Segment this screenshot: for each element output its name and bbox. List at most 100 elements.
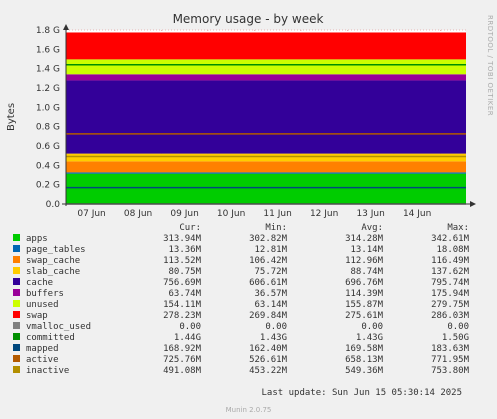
legend-min: 0.00 — [265, 322, 287, 332]
x-axis-arrow — [470, 201, 476, 207]
legend-name: committed — [26, 333, 75, 343]
legend-max: 1.50G — [441, 333, 469, 343]
legend-cur: 80.75M — [168, 267, 201, 277]
legend-swatch — [13, 256, 20, 263]
legend-avg: 88.74M — [350, 267, 383, 277]
legend-row-swap_cache: swap_cache 113.52M 106.42M 112.96M 116.49M — [0, 256, 497, 267]
area-page_tables — [66, 172, 466, 174]
legend-min: 106.42M — [249, 256, 287, 266]
legend-swatch — [13, 300, 20, 307]
y-tick-label: 1.4 G — [36, 65, 60, 75]
x-tick-label: 11 Jun — [263, 209, 291, 219]
last-update: Last update: Sun Jun 15 05:30:14 2025 — [261, 388, 462, 398]
legend-row-apps: apps 313.94M 302.82M 314.28M 342.61M — [0, 234, 497, 245]
legend-name: swap_cache — [26, 256, 81, 266]
area-cache — [66, 80, 466, 154]
legend-avg: 155.87M — [345, 300, 383, 310]
rrdtool-credit: RRDTOOL / TOBI OETIKER — [486, 15, 494, 116]
legend-swatch — [13, 234, 20, 241]
col-avg: Avg: — [361, 223, 383, 233]
legend-min: 75.72M — [254, 267, 287, 277]
area-swap — [66, 32, 466, 60]
legend-min: 269.84M — [249, 311, 287, 321]
legend-avg: 1.43G — [355, 333, 383, 343]
y-axis-label: Bytes — [6, 103, 17, 131]
y-tick-label: 0.4 G — [36, 161, 60, 171]
legend-name: cache — [26, 278, 54, 288]
legend-swatch — [13, 322, 20, 329]
legend-name: vmalloc_used — [26, 322, 92, 332]
legend-cur: 278.23M — [163, 311, 201, 321]
y-tick-label: 0.0 — [46, 200, 61, 210]
y-tick-label: 1.6 G — [36, 45, 60, 55]
legend-name: apps — [26, 234, 48, 244]
legend-cur: 0.00 — [179, 322, 201, 332]
legend-min: 526.61M — [249, 355, 287, 365]
legend-max: 342.61M — [431, 234, 469, 244]
legend-name: unused — [26, 300, 59, 310]
legend-row-inactive: inactive 491.08M 453.22M 549.36M 753.80M — [0, 366, 497, 377]
legend-name: page_tables — [26, 245, 86, 255]
legend-min: 1.43G — [259, 333, 287, 343]
legend-name: slab_cache — [26, 267, 81, 277]
legend-cur: 168.92M — [163, 344, 201, 354]
legend-cur: 756.69M — [163, 278, 201, 288]
legend-swatch — [13, 278, 20, 285]
area-slab_cache — [66, 153, 466, 162]
y-tick-label: 0.8 G — [36, 123, 60, 133]
legend-name: active — [26, 355, 59, 365]
legend-cur: 313.94M — [163, 234, 201, 244]
legend-name: buffers — [26, 289, 64, 299]
legend-swatch — [13, 289, 20, 296]
legend-max: 753.80M — [431, 366, 469, 376]
y-tick-label: 1.0 G — [36, 103, 60, 113]
col-min: Min: — [265, 223, 287, 233]
legend-swatch — [13, 267, 20, 274]
legend-table: Cur: Min: Avg: Max: apps 313.94M 302.82M 31… — [0, 223, 497, 377]
munin-version: Munin 2.0.75 — [225, 406, 272, 414]
legend-min: 63.14M — [254, 300, 287, 310]
y-tick-label: 0.2 G — [36, 181, 60, 191]
x-tick-label: 12 Jun — [310, 209, 338, 219]
x-tick-label: 07 Jun — [77, 209, 105, 219]
legend-min: 12.81M — [254, 245, 287, 255]
legend-avg: 549.36M — [345, 366, 383, 376]
legend-avg: 114.39M — [345, 289, 383, 299]
legend-row-buffers: buffers 63.74M 36.57M 114.39M 175.94M — [0, 289, 497, 300]
legend-min: 453.22M — [249, 366, 287, 376]
legend-avg: 0.00 — [361, 322, 383, 332]
legend-cur: 154.11M — [163, 300, 201, 310]
legend-max: 116.49M — [431, 256, 469, 266]
legend-swatch — [13, 344, 20, 351]
x-tick-label: 08 Jun — [124, 209, 152, 219]
legend-name: swap — [26, 311, 48, 321]
x-ticks: 07 Jun 08 Jun 09 Jun 10 Jun 11 Jun 12 Jun 13 J… — [77, 209, 431, 219]
legend-max: 183.63M — [431, 344, 469, 354]
legend-swatch — [13, 355, 20, 362]
legend-max: 137.62M — [431, 267, 469, 277]
legend-cur: 491.08M — [163, 366, 201, 376]
legend-swatch — [13, 245, 20, 252]
legend-max: 771.95M — [431, 355, 469, 365]
legend-min: 36.57M — [254, 289, 287, 299]
area-swap_cache — [66, 161, 466, 173]
legend-min: 606.61M — [249, 278, 287, 288]
col-max: Max: — [447, 223, 469, 233]
legend-row-page_tables: page_tables 13.36M 12.81M 13.14M 18.08M — [0, 245, 497, 256]
legend-row-slab_cache: slab_cache 80.75M 75.72M 88.74M 137.62M — [0, 267, 497, 278]
y-tick-label: 0.6 G — [36, 142, 60, 152]
legend-row-swap: swap 278.23M 269.84M 275.61M 286.03M — [0, 311, 497, 322]
legend-header: Cur: Min: Avg: Max: — [0, 223, 497, 234]
legend-row-cache: cache 756.69M 606.61M 696.76M 795.74M — [0, 278, 497, 289]
legend-swatch — [13, 333, 20, 340]
legend-swatch — [13, 366, 20, 373]
y-ticks: 0.0 0.2 G 0.4 G 0.6 G 0.8 G 1.0 G 1.2 G 1.4 G 1.… — [36, 26, 60, 210]
legend-name: inactive — [26, 366, 70, 376]
legend-cur: 63.74M — [168, 289, 201, 299]
y-axis-arrow — [63, 24, 69, 30]
x-tick-label: 10 Jun — [217, 209, 245, 219]
legend-avg: 13.14M — [350, 245, 383, 255]
legend-avg: 658.13M — [345, 355, 383, 365]
legend-row-vmalloc_used: vmalloc_used 0.00 0.00 0.00 0.00 — [0, 322, 497, 333]
y-tick-label: 1.2 G — [36, 84, 60, 94]
